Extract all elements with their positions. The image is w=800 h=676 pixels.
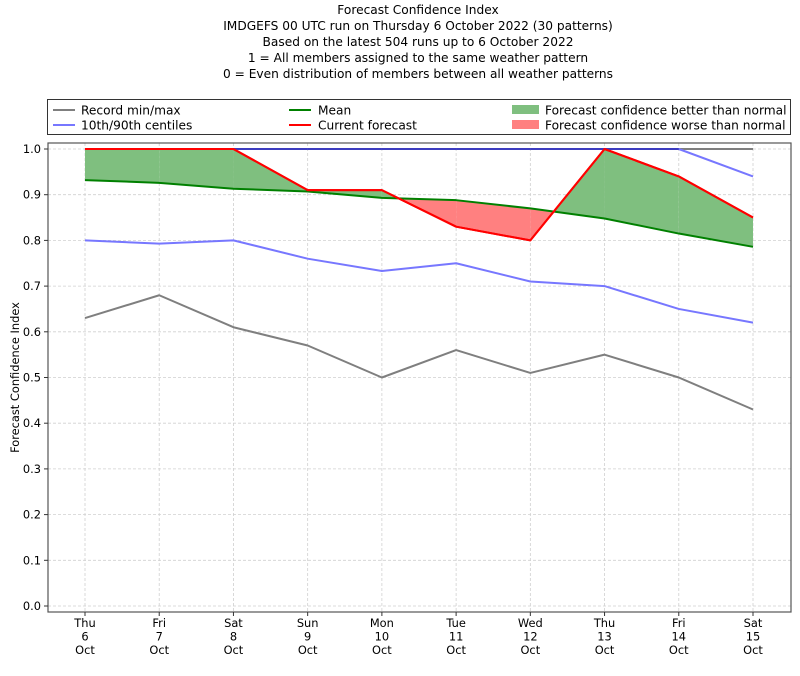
legend-label-current: Current forecast xyxy=(318,119,417,133)
title-line-3: Based on the latest 504 runs up to 6 Oct… xyxy=(262,35,574,49)
series-line-record-min xyxy=(84,294,754,411)
x-tick-label-date: 14 xyxy=(672,630,687,644)
x-tick-label-day: Tue xyxy=(445,616,465,630)
series-lines xyxy=(84,148,754,411)
y-tick-label: 0.1 xyxy=(23,553,41,567)
legend: Record min/max 10th/90th centiles Mean C… xyxy=(47,99,791,135)
legend-swatch-better xyxy=(512,105,539,114)
y-tick-label: 0.3 xyxy=(23,462,41,476)
fill-better xyxy=(85,149,160,183)
x-tick-label-date: 8 xyxy=(230,630,237,644)
y-axis: 0.0 0.1 0.2 0.3 0.4 0.5 0.6 0.7 0.8 0.9 1.0 xyxy=(23,142,48,613)
x-tick-label-month: Oct xyxy=(520,643,540,657)
x-tick-label-month: Oct xyxy=(224,643,244,657)
title-line-4: 1 = All members assigned to the same wea… xyxy=(247,51,589,65)
x-tick-label-day: Thu xyxy=(593,616,615,630)
x-tick-label-month: Oct xyxy=(743,643,763,657)
legend-swatch-worse xyxy=(512,120,539,129)
x-tick-label-month: Oct xyxy=(149,643,169,657)
fill-better xyxy=(678,176,753,247)
x-tick-label-month: Oct xyxy=(669,643,689,657)
x-tick-label-month: Oct xyxy=(298,643,318,657)
fill-better xyxy=(553,149,605,219)
series-line-mean xyxy=(84,179,754,248)
y-tick-label: 0.9 xyxy=(23,188,41,202)
x-tick-label-day: Sat xyxy=(224,616,243,630)
x-tick-label-day: Wed xyxy=(518,616,543,630)
x-tick-label-day: Mon xyxy=(370,616,394,630)
x-tick-label-day: Fri xyxy=(152,616,166,630)
legend-label-record: Record min/max xyxy=(81,104,181,118)
title-line-5: 0 = Even distribution of members between… xyxy=(222,67,614,81)
x-tick-label-day: Sun xyxy=(297,616,319,630)
confidence-fills xyxy=(85,149,753,247)
x-tick-label-day: Fri xyxy=(672,616,686,630)
x-tick-label-date: 12 xyxy=(523,630,538,644)
series-line-10th-centile xyxy=(84,239,754,324)
fill-worse xyxy=(456,200,531,241)
x-tick-label-date: 7 xyxy=(156,630,163,644)
y-tick-label: 0.2 xyxy=(23,508,41,522)
x-tick-label-day: Sat xyxy=(744,616,763,630)
legend-label-centiles: 10th/90th centiles xyxy=(81,119,192,133)
x-tick-label-month: Oct xyxy=(75,643,95,657)
y-tick-label: 0.6 xyxy=(23,325,41,339)
y-axis-label: Forecast Confidence Index xyxy=(8,302,22,453)
x-tick-label-date: 10 xyxy=(375,630,390,644)
x-tick-label-date: 9 xyxy=(304,630,311,644)
y-tick-label: 0.8 xyxy=(23,233,41,247)
x-tick-label-day: Thu xyxy=(73,616,95,630)
x-tick-label-date: 11 xyxy=(449,630,464,644)
series-line-current-forecast-top xyxy=(85,148,754,242)
y-tick-label: 1.0 xyxy=(23,142,41,156)
x-tick-label-month: Oct xyxy=(372,643,392,657)
legend-frame xyxy=(47,99,791,135)
y-tick-label: 0.0 xyxy=(23,599,41,613)
chart-title: Forecast Confidence Index IMDGEFS 00 UTC… xyxy=(0,2,800,82)
x-tick-label-date: 13 xyxy=(597,630,612,644)
y-tick-label: 0.5 xyxy=(23,371,41,385)
fill-better xyxy=(159,149,234,189)
legend-label-mean: Mean xyxy=(318,104,351,118)
y-tick-label: 0.7 xyxy=(23,279,41,293)
x-tick-label-date: 15 xyxy=(746,630,761,644)
x-tick-label-month: Oct xyxy=(595,643,615,657)
title-line-1: Forecast Confidence Index xyxy=(337,3,499,17)
x-tick-label-month: Oct xyxy=(446,643,466,657)
x-tick-label-date: 6 xyxy=(81,630,88,644)
y-tick-label: 0.4 xyxy=(23,416,41,430)
x-axis: Thu6OctFri7OctSat8OctSun9OctMon10OctTue1… xyxy=(73,612,763,657)
legend-label-worse: Forecast confidence worse than normal xyxy=(545,119,785,133)
title-line-2: IMDGEFS 00 UTC run on Thursday 6 October… xyxy=(223,19,613,33)
legend-label-better: Forecast confidence better than normal xyxy=(545,104,786,118)
